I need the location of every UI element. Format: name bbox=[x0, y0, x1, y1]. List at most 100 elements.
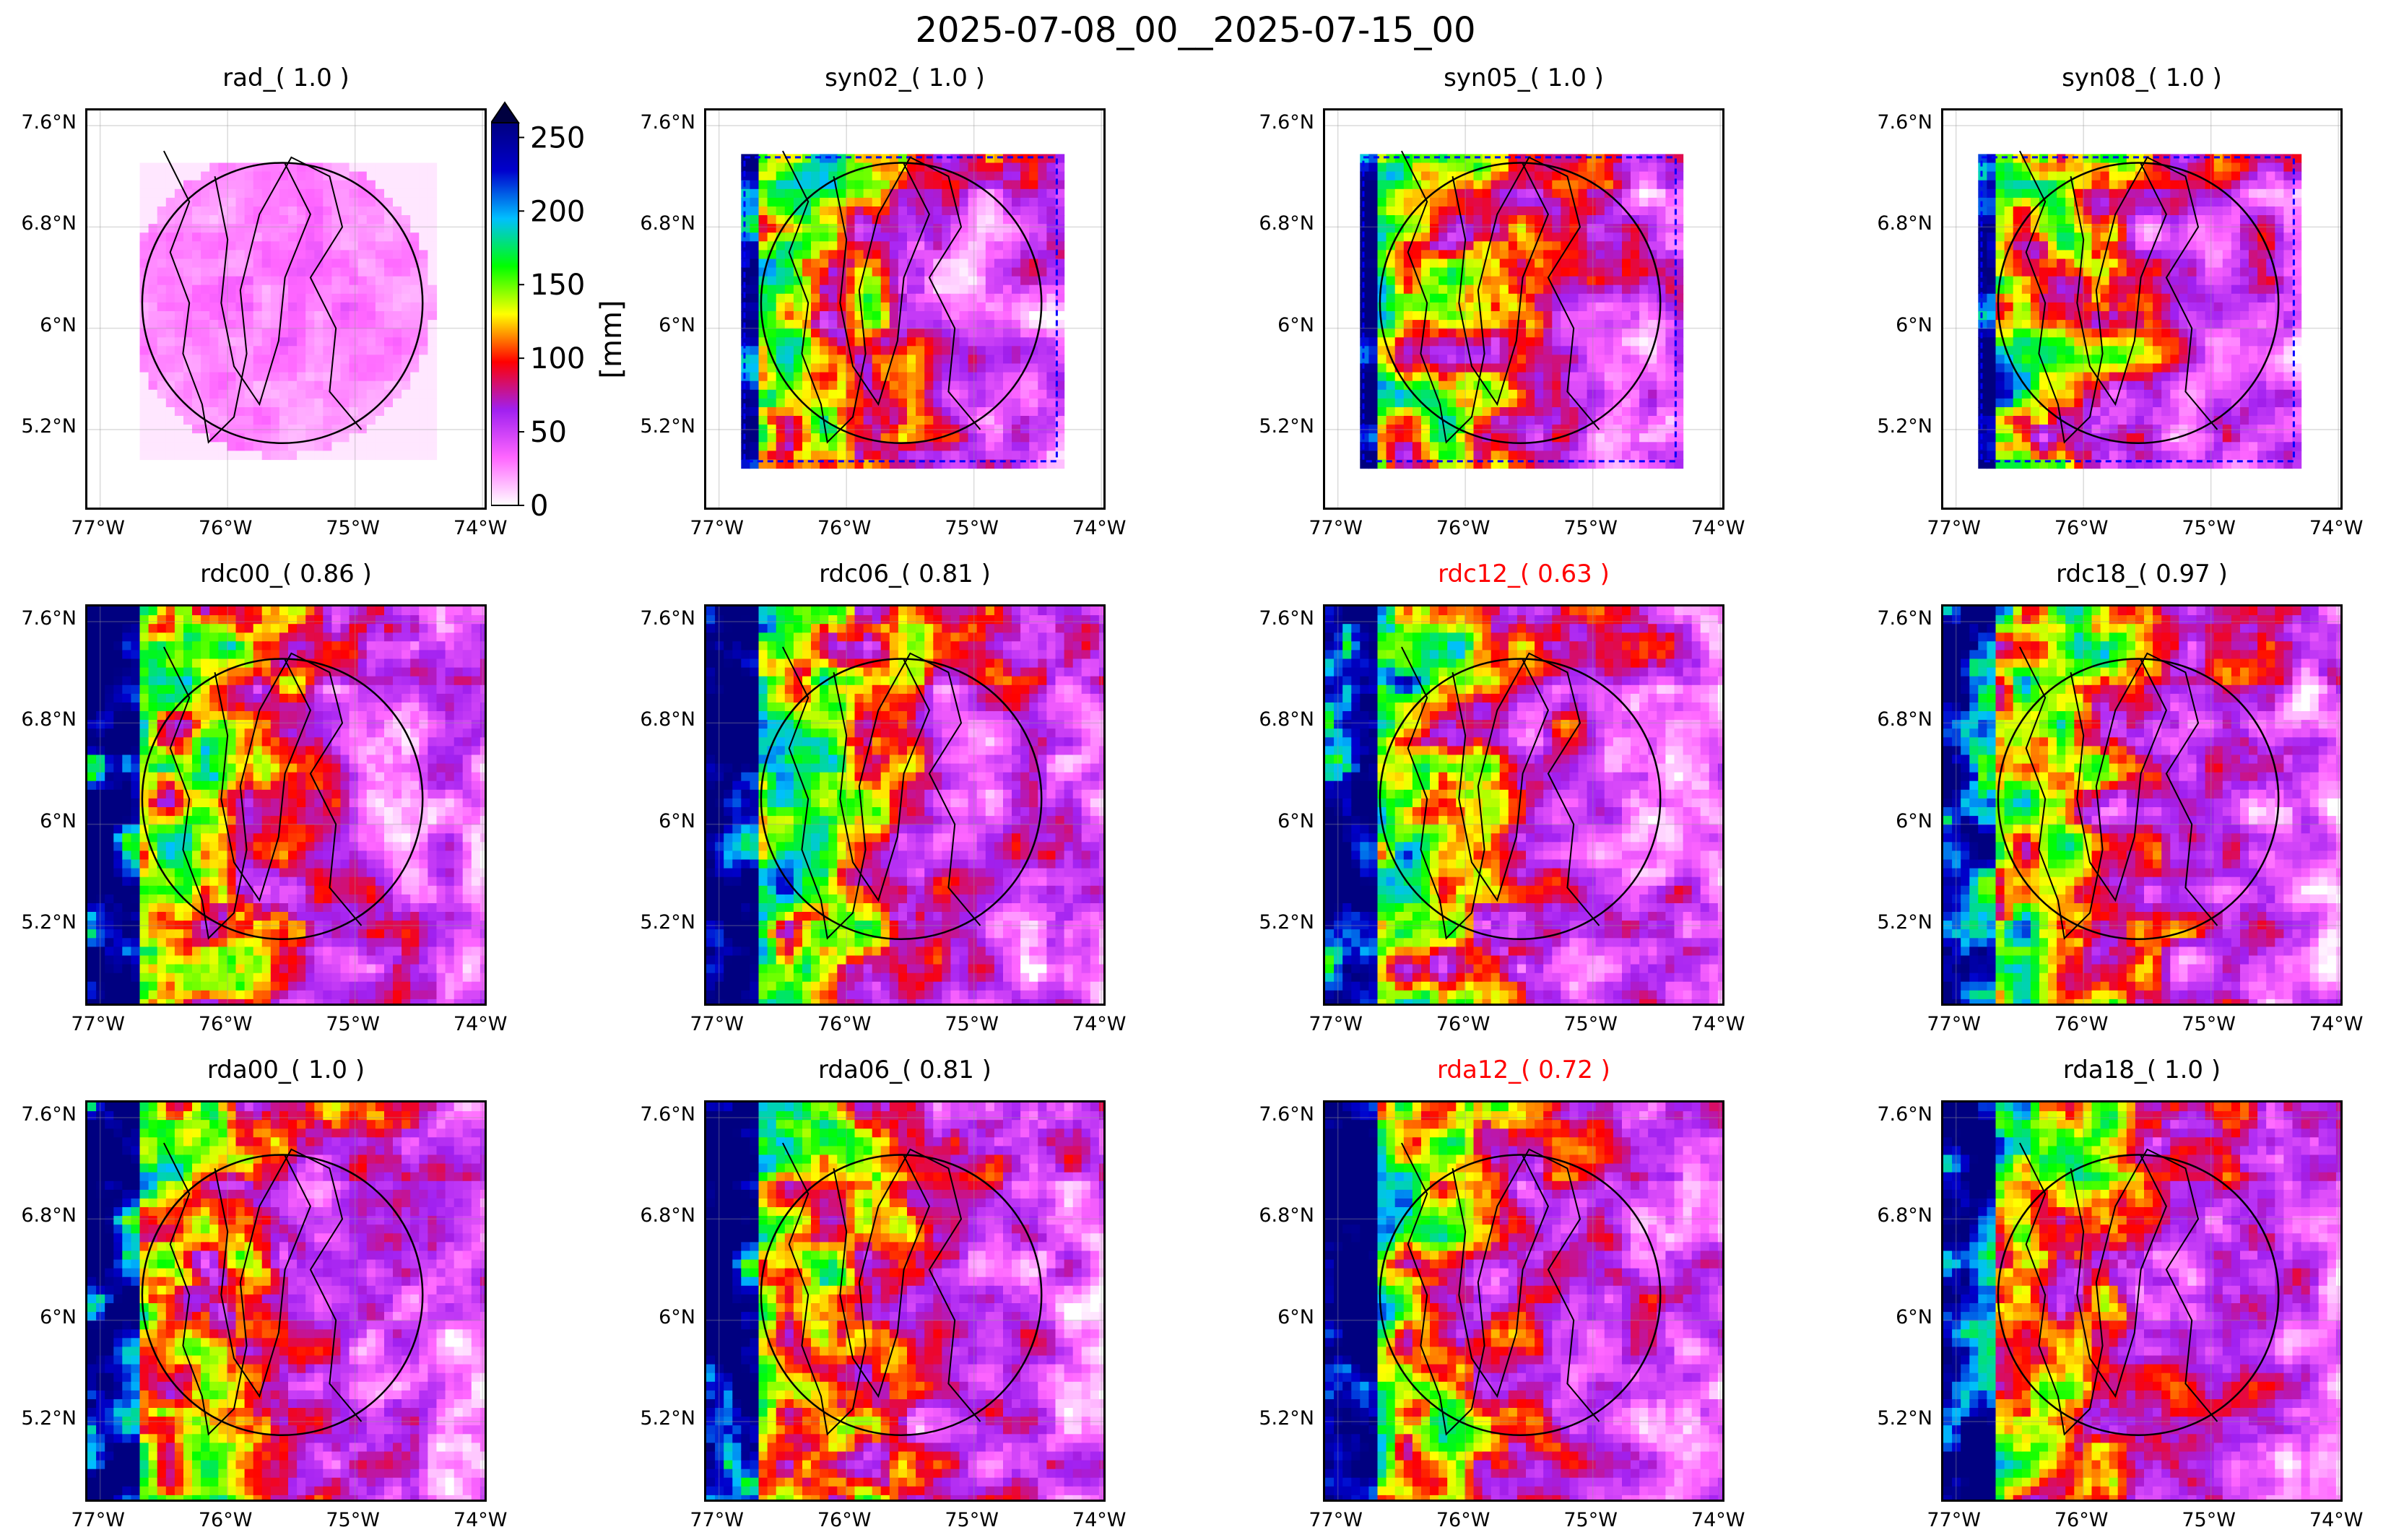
precip-field-8 bbox=[87, 1102, 485, 1500]
x-tick-label: 75°W bbox=[936, 1013, 1008, 1035]
y-tick-label: 7.6°N bbox=[0, 607, 77, 630]
x-tick-label: 77°W bbox=[1918, 517, 1990, 539]
x-tick-label: 74°W bbox=[1682, 517, 1754, 539]
panel-title: syn02_( 1.0 ) bbox=[668, 64, 1142, 92]
map-panel-0 bbox=[85, 108, 487, 510]
x-tick-label: 76°W bbox=[2045, 517, 2117, 539]
map-panel-8 bbox=[85, 1100, 487, 1502]
x-tick-label: 77°W bbox=[1300, 1509, 1372, 1531]
panel-title: rdc00_( 0.86 ) bbox=[49, 560, 523, 588]
precip-field-11 bbox=[1943, 1102, 2340, 1500]
y-tick-label: 6.8°N bbox=[1856, 708, 1932, 731]
y-tick-label: 7.6°N bbox=[1238, 111, 1314, 134]
x-tick-label: 77°W bbox=[62, 1013, 134, 1035]
y-tick-label: 6°N bbox=[1238, 314, 1314, 336]
x-tick-label: 75°W bbox=[1555, 1013, 1627, 1035]
x-tick-label: 75°W bbox=[317, 1013, 389, 1035]
x-tick-label: 74°W bbox=[1682, 1509, 1754, 1531]
y-tick-label: 6°N bbox=[0, 314, 77, 336]
x-tick-label: 76°W bbox=[1427, 1509, 1499, 1531]
y-tick-label: 5.2°N bbox=[619, 911, 695, 934]
x-tick-label: 77°W bbox=[62, 517, 134, 539]
y-tick-label: 6°N bbox=[1856, 1306, 1932, 1328]
map-panel-1 bbox=[704, 108, 1106, 510]
y-tick-label: 6.8°N bbox=[1856, 212, 1932, 235]
y-tick-label: 5.2°N bbox=[0, 1407, 77, 1430]
x-tick-label: 74°W bbox=[2300, 1013, 2372, 1035]
y-tick-label: 6.8°N bbox=[0, 1204, 77, 1227]
colorbar: 0 50 100 150 200 250 [mm] bbox=[491, 101, 628, 520]
panel-title: rda06_( 0.81 ) bbox=[668, 1056, 1142, 1084]
y-tick-label: 5.2°N bbox=[1238, 415, 1314, 438]
x-tick-label: 77°W bbox=[62, 1509, 134, 1531]
x-tick-label: 76°W bbox=[2045, 1509, 2117, 1531]
map-panel-2 bbox=[1323, 108, 1724, 510]
x-tick-label: 76°W bbox=[189, 517, 261, 539]
y-tick-label: 6.8°N bbox=[0, 212, 77, 235]
colorbar-tick-label: 100 bbox=[530, 342, 585, 375]
x-tick-label: 77°W bbox=[1918, 1013, 1990, 1035]
colorbar-label: [mm] bbox=[595, 300, 628, 378]
y-tick-label: 5.2°N bbox=[0, 415, 77, 438]
panel-title: rda12_( 0.72 ) bbox=[1287, 1056, 1761, 1084]
map-panel-11 bbox=[1941, 1100, 2343, 1502]
x-tick-label: 76°W bbox=[808, 517, 880, 539]
y-tick-label: 6.8°N bbox=[619, 212, 695, 235]
precip-field-0 bbox=[87, 110, 485, 508]
x-tick-label: 75°W bbox=[2173, 1013, 2245, 1035]
y-tick-label: 5.2°N bbox=[1238, 911, 1314, 934]
x-tick-label: 76°W bbox=[2045, 1013, 2117, 1035]
x-tick-label: 74°W bbox=[1063, 1013, 1135, 1035]
precip-field-10 bbox=[1325, 1102, 1722, 1500]
y-tick-label: 6°N bbox=[619, 810, 695, 832]
panel-title: rdc06_( 0.81 ) bbox=[668, 560, 1142, 588]
y-tick-label: 6.8°N bbox=[619, 1204, 695, 1227]
x-tick-label: 77°W bbox=[1918, 1509, 1990, 1531]
x-tick-label: 76°W bbox=[1427, 1013, 1499, 1035]
precip-field-5 bbox=[706, 606, 1103, 1004]
y-tick-label: 7.6°N bbox=[1856, 1103, 1932, 1126]
y-tick-label: 7.6°N bbox=[1856, 111, 1932, 134]
x-tick-label: 74°W bbox=[2300, 517, 2372, 539]
y-tick-label: 6.8°N bbox=[0, 708, 77, 731]
y-tick-label: 6°N bbox=[619, 314, 695, 336]
colorbar-gradient bbox=[491, 122, 519, 506]
panel-title: rad_( 1.0 ) bbox=[49, 64, 523, 92]
y-tick-label: 5.2°N bbox=[0, 911, 77, 934]
x-tick-label: 77°W bbox=[681, 1013, 753, 1035]
colorbar-tick-label: 0 bbox=[530, 490, 548, 520]
panel-title: syn08_( 1.0 ) bbox=[1905, 64, 2379, 92]
x-tick-label: 76°W bbox=[189, 1509, 261, 1531]
panel-title: rdc18_( 0.97 ) bbox=[1905, 560, 2379, 588]
x-tick-label: 74°W bbox=[2300, 1509, 2372, 1531]
y-tick-label: 5.2°N bbox=[1856, 911, 1932, 934]
x-tick-label: 74°W bbox=[1063, 517, 1135, 539]
y-tick-label: 6.8°N bbox=[619, 708, 695, 731]
y-tick-label: 5.2°N bbox=[619, 1407, 695, 1430]
colorbar-tick-label: 50 bbox=[530, 416, 567, 449]
x-tick-label: 76°W bbox=[808, 1013, 880, 1035]
y-tick-label: 7.6°N bbox=[619, 111, 695, 134]
y-tick-label: 5.2°N bbox=[1238, 1407, 1314, 1430]
y-tick-label: 6°N bbox=[0, 1306, 77, 1328]
x-tick-label: 75°W bbox=[1555, 1509, 1627, 1531]
x-tick-label: 75°W bbox=[2173, 517, 2245, 539]
x-tick-label: 77°W bbox=[1300, 1013, 1372, 1035]
map-panel-6 bbox=[1323, 604, 1724, 1006]
precip-field-7 bbox=[1943, 606, 2340, 1004]
y-tick-label: 6.8°N bbox=[1238, 212, 1314, 235]
colorbar-tick-label: 250 bbox=[530, 121, 585, 155]
y-tick-label: 5.2°N bbox=[1856, 1407, 1932, 1430]
panel-title: rda18_( 1.0 ) bbox=[1905, 1056, 2379, 1084]
y-tick-label: 6°N bbox=[1238, 810, 1314, 832]
y-tick-label: 6.8°N bbox=[1238, 1204, 1314, 1227]
x-tick-label: 76°W bbox=[1427, 517, 1499, 539]
panel-title: rda00_( 1.0 ) bbox=[49, 1056, 523, 1084]
y-tick-label: 7.6°N bbox=[619, 1103, 695, 1126]
y-tick-label: 7.6°N bbox=[619, 607, 695, 630]
colorbar-tick-label: 200 bbox=[530, 195, 585, 228]
y-tick-label: 6°N bbox=[1856, 810, 1932, 832]
y-tick-label: 7.6°N bbox=[1238, 1103, 1314, 1126]
x-tick-label: 75°W bbox=[936, 517, 1008, 539]
x-tick-label: 74°W bbox=[444, 1509, 516, 1531]
